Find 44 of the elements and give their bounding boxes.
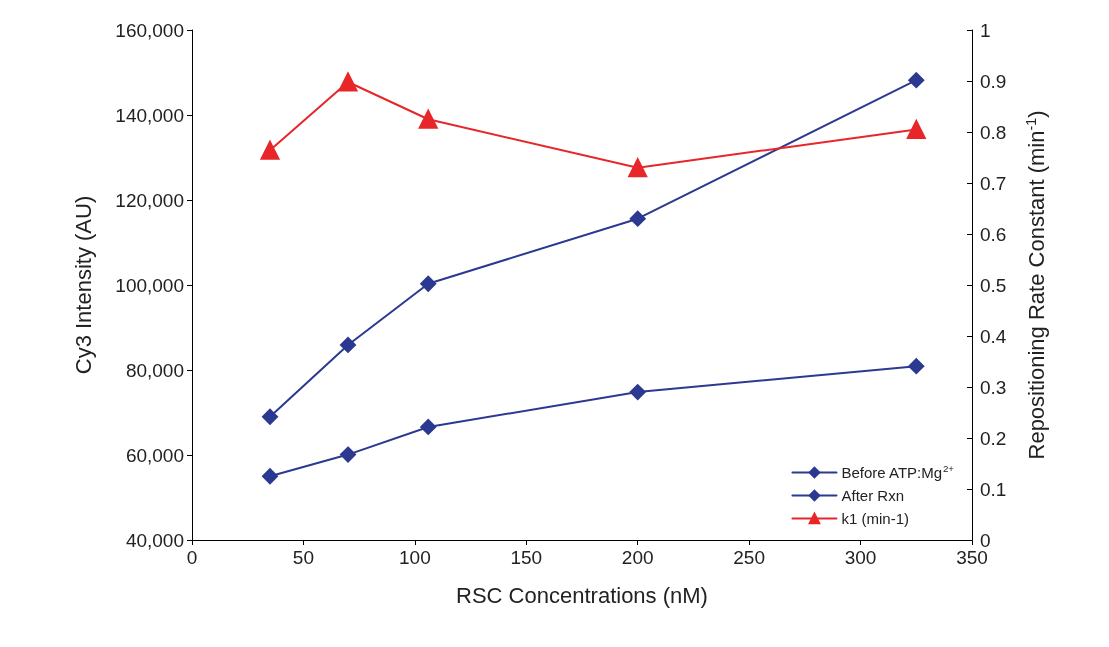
y2-tick-label: 1 [980,19,991,41]
y2-tick-label: 0.6 [980,223,1007,245]
y2-axis-title: Repositioning Rate Constant (min-1) [1023,110,1049,460]
point [628,158,648,178]
x-tick-label: 150 [510,547,543,568]
point [908,358,925,375]
y-tick-label: 80,000 [125,359,184,381]
point [420,418,437,435]
y2-tick-label: 0.8 [980,121,1007,143]
legend-label: k1 (min-1) [841,510,909,527]
point [906,119,926,139]
y2-tick-label: 0.2 [980,427,1007,449]
point [340,446,356,463]
point [420,275,437,292]
x-axis-title: RSC Concentrations (nM) [456,582,708,608]
x-tick-label: 250 [733,547,765,568]
point [418,109,438,129]
point [340,336,356,353]
point [262,468,278,485]
point [262,408,278,425]
y-tick-label: 40,000 [125,529,184,551]
y-tick-label: 60,000 [125,444,184,466]
y2-tick-label: 0.4 [980,325,1007,347]
point [260,140,280,160]
y2-tick-label: 0.3 [980,376,1007,398]
y2-tick-label: 0.7 [980,172,1007,194]
x-tick-label: 0 [186,547,198,568]
point [629,384,646,401]
x-tick-label: 50 [292,547,314,568]
y-tick-label: 160,000 [115,19,184,41]
y-tick-label: 120,000 [115,189,184,211]
y-tick-label: 100,000 [115,274,184,296]
x-tick-label: 200 [621,547,654,568]
point [629,210,646,227]
x-tick-label: 300 [844,547,877,568]
point [908,72,925,89]
y2-tick-label: 0.9 [980,70,1007,92]
legend-label: After Rxn [841,487,904,504]
y-axis-title: Cy3 Intensity (AU) [70,195,96,375]
point [338,72,358,92]
y2-tick-label: 0.5 [980,274,1007,296]
x-tick-label: 100 [399,547,431,568]
y2-tick-label: 0.1 [980,478,1007,500]
y-tick-label: 140,000 [115,104,184,126]
